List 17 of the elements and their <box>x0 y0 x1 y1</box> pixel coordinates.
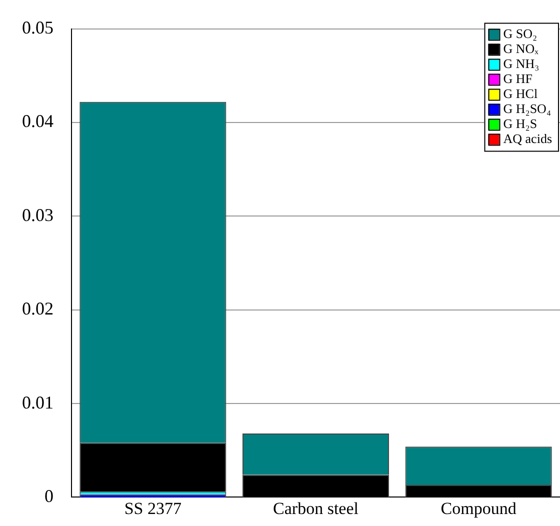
legend-label: G NH₃ <box>503 56 540 72</box>
y-tick-label: 0.01 <box>22 392 54 412</box>
legend-label: G SO₂ <box>503 26 538 42</box>
x-tick-label: Carbon steel <box>273 498 359 518</box>
legend-label: G HF <box>503 71 533 86</box>
x-tick-label: Compound <box>440 498 517 518</box>
y-tick-label: 0.05 <box>22 18 54 38</box>
x-tick-label: SS 2377 <box>124 498 182 518</box>
y-tick-label: 0.02 <box>22 298 54 319</box>
y-tick-label: 0 <box>44 486 54 506</box>
legend-label: AQ acids <box>503 131 552 146</box>
legend-label: G HCl <box>503 86 538 102</box>
legend-label: G H₂SO₄ <box>503 101 552 116</box>
legend-label: G NOₓ <box>503 41 539 56</box>
y-tick-label: 0.03 <box>22 204 54 225</box>
y-tick-label: 0.04 <box>22 111 54 132</box>
legend-label: G H₂S <box>503 116 538 132</box>
